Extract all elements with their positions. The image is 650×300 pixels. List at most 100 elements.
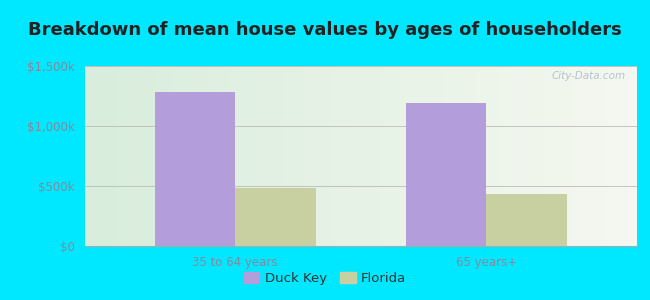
Bar [559, 66, 562, 246]
Bar [126, 66, 129, 246]
Bar [226, 66, 229, 246]
Bar [467, 66, 471, 246]
Bar [512, 66, 515, 246]
Bar [265, 66, 268, 246]
Bar [181, 66, 185, 246]
Bar [296, 66, 298, 246]
Bar [270, 66, 273, 246]
Bar [334, 66, 337, 246]
Bar [370, 66, 373, 246]
Bar [93, 66, 96, 246]
Bar [390, 66, 393, 246]
Bar [593, 66, 595, 246]
Bar [337, 66, 340, 246]
Bar [543, 66, 545, 246]
Bar [426, 66, 429, 246]
Bar [465, 66, 467, 246]
Bar [534, 66, 537, 246]
Bar [582, 66, 584, 246]
Bar [323, 66, 326, 246]
Bar [315, 66, 318, 246]
Bar [109, 66, 112, 246]
Bar [573, 66, 576, 246]
Bar [204, 66, 207, 246]
Bar [373, 66, 376, 246]
Bar [326, 66, 329, 246]
Bar [107, 66, 109, 246]
Bar [528, 66, 532, 246]
Bar [155, 92, 235, 246]
Bar [454, 66, 456, 246]
Bar [398, 66, 401, 246]
Bar [231, 66, 235, 246]
Bar [637, 66, 640, 246]
Bar [132, 66, 135, 246]
Bar [504, 66, 506, 246]
Bar [471, 66, 473, 246]
Bar [626, 66, 629, 246]
Bar [406, 66, 410, 246]
Bar [112, 66, 115, 246]
Bar [486, 194, 567, 246]
Bar [445, 66, 448, 246]
Bar [548, 66, 551, 246]
Bar [612, 66, 615, 246]
Bar [251, 66, 254, 246]
Bar [415, 66, 418, 246]
Bar [137, 66, 140, 246]
Bar [135, 66, 137, 246]
Bar [490, 66, 493, 246]
Bar [526, 66, 528, 246]
Bar [495, 66, 498, 246]
Bar [382, 66, 384, 246]
Bar [357, 66, 359, 246]
Bar [634, 66, 637, 246]
Bar [418, 66, 421, 246]
Bar [246, 66, 248, 246]
Bar [429, 66, 432, 246]
Bar [604, 66, 606, 246]
Bar [159, 66, 162, 246]
Bar [376, 66, 379, 246]
Bar [154, 66, 157, 246]
Bar [196, 66, 198, 246]
Bar [240, 66, 242, 246]
Bar [84, 66, 87, 246]
Bar [354, 66, 357, 246]
Bar [268, 66, 270, 246]
Bar [451, 66, 454, 246]
Bar [629, 66, 631, 246]
Bar [623, 66, 626, 246]
Bar [290, 66, 292, 246]
Bar [521, 66, 523, 246]
Bar [257, 66, 259, 246]
Bar [448, 66, 451, 246]
Bar [174, 66, 176, 246]
Bar [312, 66, 315, 246]
Bar [432, 66, 434, 246]
Bar [384, 66, 387, 246]
Bar [476, 66, 479, 246]
Bar [292, 66, 296, 246]
Bar [482, 66, 484, 246]
Bar [498, 66, 501, 246]
Bar [237, 66, 240, 246]
Bar [212, 66, 215, 246]
Bar [601, 66, 604, 246]
Bar [393, 66, 395, 246]
Bar [456, 66, 460, 246]
Bar [620, 66, 623, 246]
Bar [146, 66, 148, 246]
Bar [162, 66, 165, 246]
Bar [510, 66, 512, 246]
Bar [554, 66, 556, 246]
Bar [421, 66, 423, 246]
Bar [487, 66, 490, 246]
Bar [318, 66, 320, 246]
Bar [201, 66, 204, 246]
Bar [332, 66, 334, 246]
Bar [229, 66, 231, 246]
Bar [562, 66, 565, 246]
Bar [473, 66, 476, 246]
Bar [96, 66, 98, 246]
